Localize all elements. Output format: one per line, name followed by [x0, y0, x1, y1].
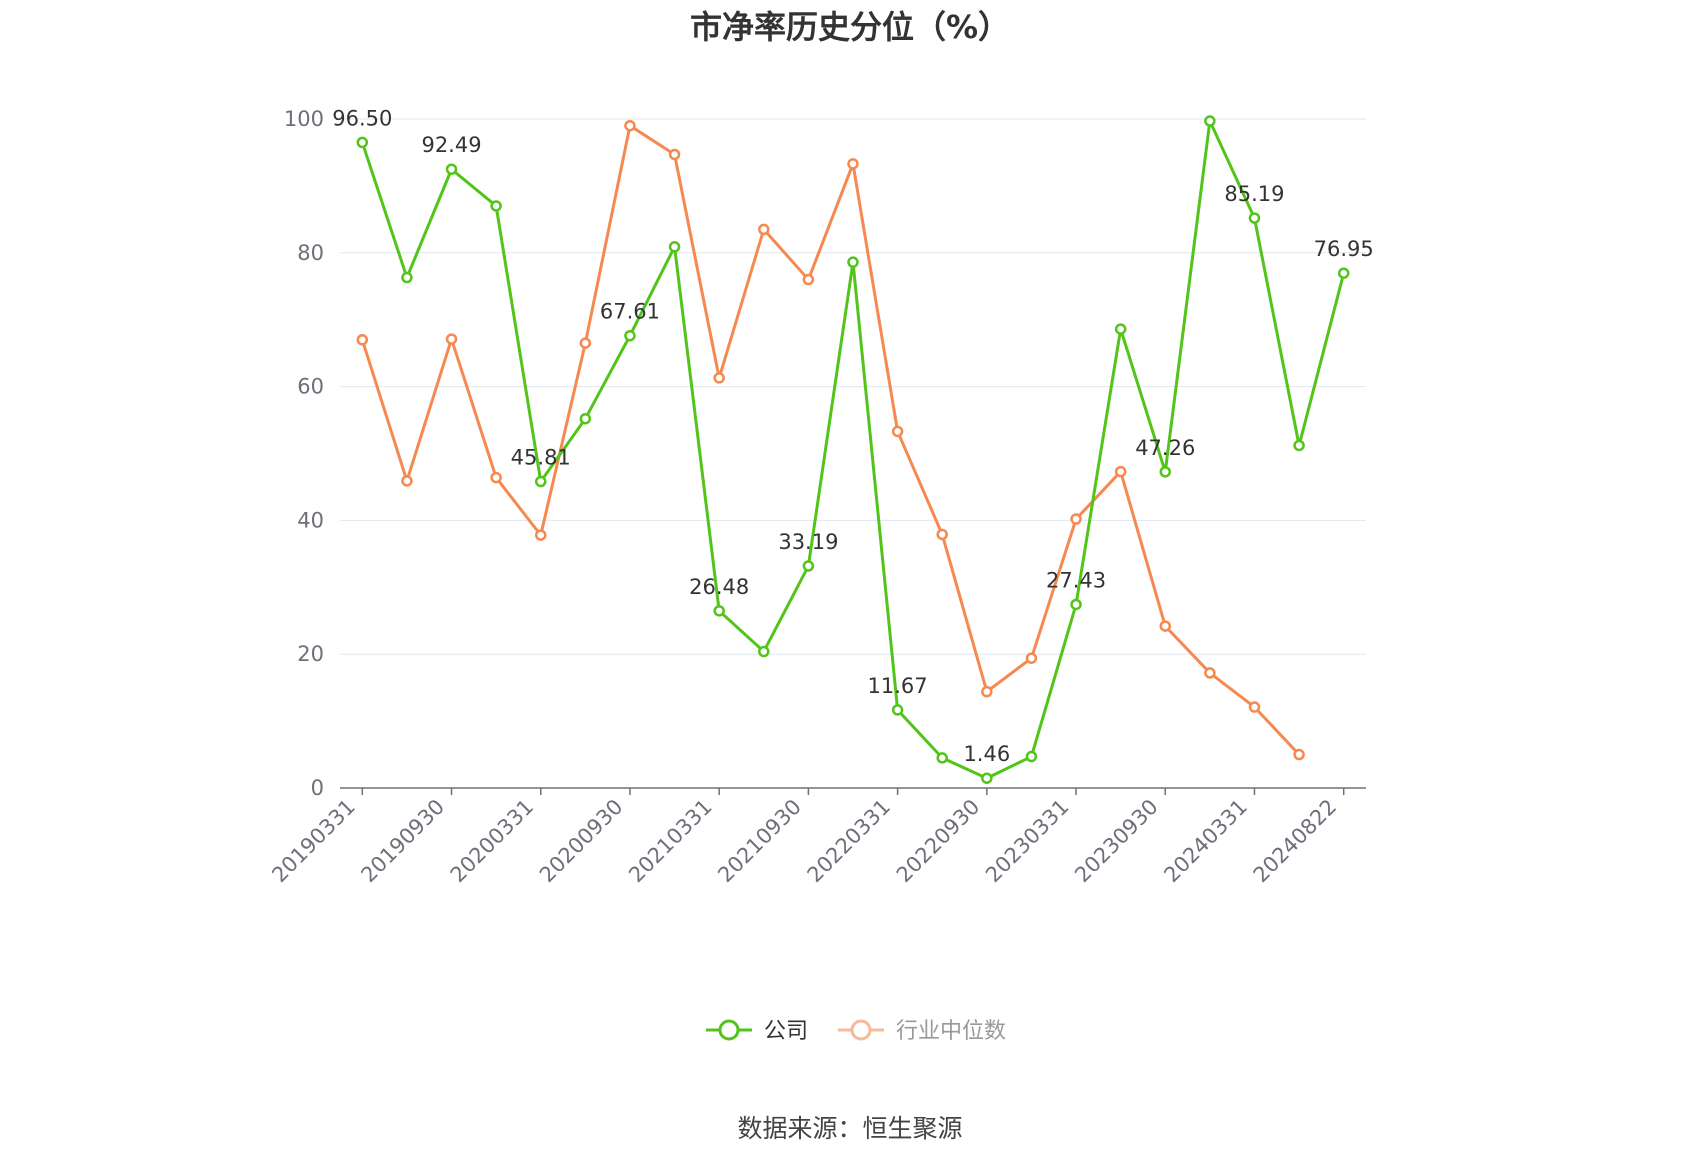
data-point-industry-median[interactable]	[802, 273, 815, 286]
data-point-company[interactable]	[758, 645, 770, 658]
data-point-industry-median[interactable]	[356, 334, 369, 346]
data-label: 26.48	[689, 575, 749, 599]
data-point-company[interactable]	[1248, 212, 1261, 224]
data-point-company[interactable]	[1337, 267, 1350, 279]
data-point-industry-median[interactable]	[490, 471, 502, 484]
data-point-industry-median[interactable]	[1025, 652, 1038, 664]
legend-label-company: 公司	[764, 1019, 808, 1044]
data-label: 1.46	[963, 742, 1010, 766]
data-point-industry-median[interactable]	[1248, 701, 1261, 713]
axes: 0 20 40 60 80 100 2019033120190930202003312020…	[267, 107, 1366, 887]
data-point-industry-median[interactable]	[1204, 667, 1216, 679]
data-point-industry-median[interactable]	[579, 337, 592, 349]
y-tick-label: 0	[311, 776, 324, 800]
data-point-company[interactable]	[1025, 750, 1038, 763]
data-point-industry-median[interactable]	[891, 425, 904, 438]
legend-swatch-company-marker	[718, 1019, 740, 1041]
data-point-industry-median[interactable]	[534, 529, 547, 541]
data-point-company[interactable]	[624, 329, 636, 342]
data-point-company[interactable]	[936, 752, 948, 764]
data-point-company[interactable]	[981, 772, 993, 784]
grid-lines	[340, 118, 1366, 655]
data-point-company[interactable]	[534, 475, 547, 488]
data-point-industry-median[interactable]	[713, 372, 725, 384]
data-point-company[interactable]	[1070, 598, 1082, 611]
x-tick-label: 20240331	[1159, 795, 1252, 888]
data-point-industry-median[interactable]	[1070, 513, 1082, 525]
data-label: 96.50	[332, 106, 392, 130]
data-label: 27.43	[1046, 568, 1106, 592]
legend-item-company[interactable]: 公司	[706, 1019, 808, 1044]
data-label: 47.26	[1135, 436, 1195, 460]
y-tick-label: 100	[284, 107, 324, 131]
data-point-company[interactable]	[713, 605, 725, 617]
data-point-industry-median[interactable]	[981, 685, 993, 698]
y-tick-label: 80	[297, 241, 324, 265]
x-tick-label: 20230930	[1070, 795, 1163, 888]
data-point-company[interactable]	[445, 163, 458, 175]
data-label: 76.95	[1314, 237, 1374, 261]
x-tick-label: 20200331	[446, 795, 539, 888]
data-point-company[interactable]	[490, 200, 502, 212]
data-point-company[interactable]	[891, 704, 904, 716]
data-label: 85.19	[1224, 182, 1284, 206]
data-label: 33.19	[778, 530, 838, 554]
y-tick-label: 40	[297, 508, 324, 532]
x-tick-label: 20220331	[803, 795, 896, 888]
series-layer	[356, 115, 1350, 784]
legend-swatch-industry-marker	[850, 1019, 872, 1041]
data-point-industry-median[interactable]	[401, 475, 413, 487]
legend[interactable]: 公司 行业中位数	[706, 1019, 1006, 1044]
legend-item-industry-median[interactable]: 行业中位数	[838, 1019, 1006, 1044]
x-tick-label: 20220930	[892, 795, 985, 888]
y-tick-label: 20	[297, 642, 324, 666]
data-point-company[interactable]	[847, 256, 859, 268]
data-point-company[interactable]	[1293, 439, 1305, 452]
chart-title: 市净率历史分位（%）	[690, 8, 1010, 46]
x-tick-label: 20240822	[1249, 795, 1342, 888]
data-point-industry-median[interactable]	[1293, 748, 1305, 761]
data-point-company[interactable]	[1159, 466, 1172, 478]
data-point-company[interactable]	[401, 271, 413, 284]
data-label: 45.81	[511, 446, 571, 470]
data-label: 11.67	[868, 674, 928, 698]
data-labels: 96.50 92.49 45.81 67.61 26.48 33.19 11.67 1.46 2…	[332, 106, 1374, 766]
x-tick-label: 20190331	[267, 795, 360, 888]
data-point-company[interactable]	[1204, 115, 1216, 127]
series-line-company	[360, 119, 1346, 780]
data-point-industry-median[interactable]	[624, 119, 636, 132]
series-line-industry-median	[360, 124, 1301, 756]
y-tick-label: 60	[297, 375, 324, 399]
data-source: 数据来源：恒生聚源	[737, 1114, 962, 1143]
x-tick-label: 20190930	[357, 795, 450, 888]
data-label: 92.49	[421, 133, 481, 157]
data-point-industry-median[interactable]	[668, 148, 681, 161]
data-point-industry-median[interactable]	[936, 528, 948, 541]
x-tick-label: 20200930	[535, 795, 628, 888]
x-tick-label: 20230331	[981, 795, 1074, 888]
data-label: 67.61	[600, 300, 660, 324]
data-point-company[interactable]	[802, 560, 815, 572]
x-tick-label: 20210930	[713, 795, 806, 888]
data-point-company[interactable]	[668, 241, 681, 253]
data-point-company[interactable]	[356, 136, 369, 149]
data-point-industry-median[interactable]	[445, 333, 458, 345]
x-tick-label: 20210331	[624, 795, 717, 888]
data-point-industry-median[interactable]	[1159, 620, 1172, 632]
data-point-industry-median[interactable]	[1114, 465, 1127, 478]
data-point-industry-median[interactable]	[847, 158, 859, 170]
data-point-company[interactable]	[1114, 323, 1127, 335]
data-point-company[interactable]	[579, 412, 592, 425]
legend-label-industry-median: 行业中位数	[896, 1019, 1006, 1044]
data-point-industry-median[interactable]	[758, 223, 770, 236]
